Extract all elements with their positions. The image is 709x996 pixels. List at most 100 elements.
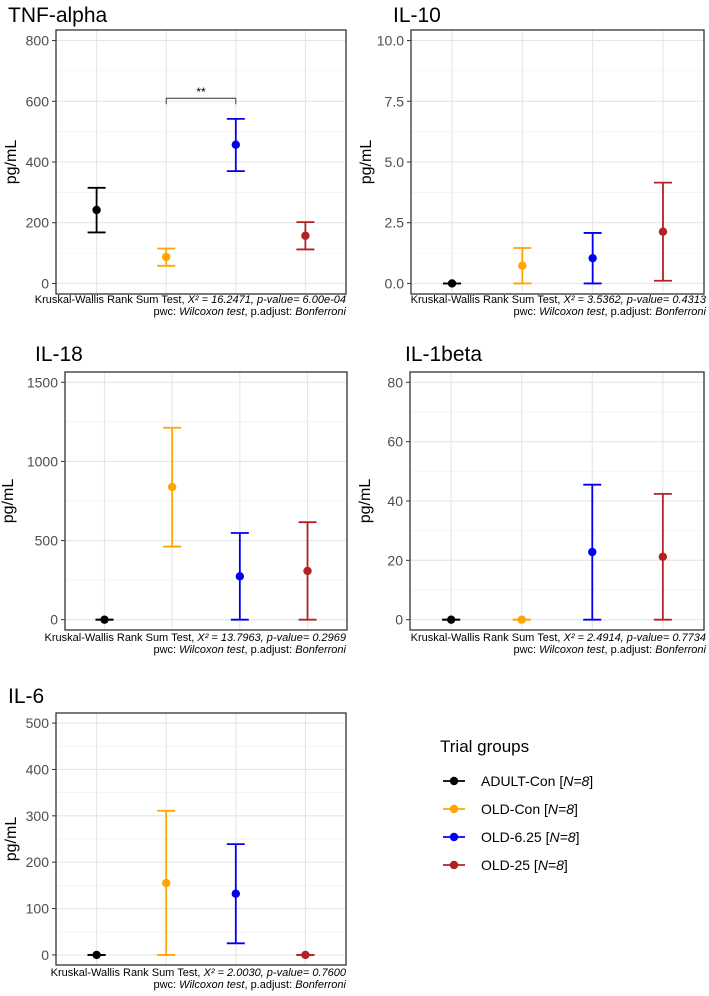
y-tick-label: 60 [387, 434, 403, 450]
panel-title: TNF-alpha [8, 4, 108, 27]
caption-statistic: X² = 16.2471, p-value= 6.00e-04 [187, 294, 346, 306]
caption-line-1: Kruskal-Wallis Rank Sum Test, X² = 13.79… [45, 632, 346, 644]
caption-adjust-prefix: , p.adjust: [604, 306, 655, 318]
mean-point [231, 140, 240, 149]
legend-bracket-close: ] [589, 773, 593, 789]
panel-title: IL-1beta [405, 343, 482, 366]
y-axis-label: pg/mL [3, 140, 20, 185]
mean-point [162, 252, 171, 262]
y-tick-label: 5.0 [385, 154, 405, 170]
caption-pwc-prefix: pwc: [153, 644, 179, 656]
legend-bracket-open: [ [540, 801, 548, 817]
legend-item-old-25: OLD-25 [N=8] [443, 857, 568, 873]
caption-statistic: X² = 13.7963, p-value= 0.2969 [196, 632, 346, 644]
mean-point [658, 227, 668, 236]
y-tick-label: 40 [387, 493, 403, 509]
mean-point [235, 572, 245, 581]
caption-pwc-test: Wilcoxon test [179, 644, 245, 656]
panel-frame [55, 712, 347, 966]
y-tick-label: 0 [41, 947, 49, 963]
mean-point [446, 615, 456, 624]
caption-line-2: pwc: Wilcoxon test, p.adjust: Bonferroni [513, 644, 706, 656]
legend-bracket-open: [ [530, 857, 538, 873]
y-tick-label: 0 [395, 612, 403, 628]
caption-test-name: Kruskal-Wallis Rank Sum Test, [411, 294, 564, 306]
panel-title: IL-10 [393, 4, 441, 27]
errorbar-old-25 [653, 492, 672, 621]
caption-pwc-prefix: pwc: [153, 979, 179, 991]
y-tick-label: 500 [26, 715, 50, 731]
caption-pwc-prefix: pwc: [513, 644, 539, 656]
caption-pwc-test: Wilcoxon test [539, 306, 605, 318]
caption-line-1: Kruskal-Wallis Rank Sum Test, X² = 16.24… [35, 294, 346, 306]
legend-group-name: OLD-25 [481, 857, 530, 873]
y-tick-label: 1500 [27, 374, 58, 390]
y-axis-label: pg/mL [3, 817, 20, 862]
legend-group-name: OLD-Con [481, 801, 540, 817]
caption-pwc-test: Wilcoxon test [179, 979, 245, 991]
caption-pwc-test: Wilcoxon test [539, 644, 605, 656]
mean-point [303, 566, 312, 576]
y-tick-label: 500 [35, 533, 59, 549]
legend-item-old-6.25: OLD-6.25 [N=8] [443, 829, 579, 845]
legend-point [449, 776, 459, 786]
legend-title: Trial groups [440, 737, 529, 756]
errorbar-old-con [513, 247, 532, 285]
legend-bracket-open: [ [542, 829, 550, 845]
panel-frame [64, 371, 348, 631]
significance-bracket: ** [165, 85, 237, 105]
caption-adjust-method: Bonferroni [295, 644, 346, 656]
panel-il-1beta: IL-1beta 0 20 40 60 80 pg/mL Kruskal-Wallis Ran… [357, 343, 707, 656]
errorbar-old-con [512, 615, 531, 624]
legend-n: N=8 [549, 829, 575, 845]
errorbar-old-6.25 [226, 843, 245, 945]
mean-point [518, 261, 527, 270]
mean-point [231, 889, 240, 898]
mean-point [301, 950, 310, 960]
y-tick-label: 0 [50, 612, 58, 628]
caption-line-1: Kruskal-Wallis Rank Sum Test, X² = 2.491… [411, 632, 706, 644]
legend-group-name: OLD-6.25 [481, 829, 542, 845]
mean-point [588, 253, 597, 263]
y-tick-label: 0.0 [385, 275, 405, 291]
significance-label: ** [196, 85, 206, 99]
y-tick-label: 0 [41, 275, 49, 291]
caption-test-name: Kruskal-Wallis Rank Sum Test, [51, 967, 204, 979]
legend-group-name: ADULT-Con [481, 773, 555, 789]
legend-point [449, 832, 459, 842]
caption-statistic: X² = 2.4914, p-value= 0.7734 [563, 632, 707, 644]
caption-line-2: pwc: Wilcoxon test, p.adjust: Bonferroni [153, 644, 346, 656]
y-tick-label: 600 [26, 93, 50, 109]
legend-n: N=8 [538, 857, 564, 873]
legend-n: N=8 [548, 801, 574, 817]
y-axis-label: pg/mL [357, 479, 374, 524]
y-tick-label: 800 [26, 33, 50, 49]
legend-point [449, 804, 459, 814]
bracket-line [165, 97, 237, 105]
y-tick-label: 80 [387, 374, 403, 390]
panel-title: IL-6 [8, 685, 44, 708]
errorbar-adult-con [442, 615, 461, 624]
errorbar-old-con [157, 809, 176, 956]
y-tick-label: 7.5 [385, 93, 405, 109]
errorbar-adult-con [87, 186, 106, 234]
caption-adjust-method: Bonferroni [295, 979, 346, 991]
y-tick-label: 2.5 [385, 215, 405, 231]
errorbar-adult-con [87, 950, 106, 960]
legend-label: OLD-25 [N=8] [481, 857, 568, 873]
y-tick-label: 400 [26, 154, 50, 170]
y-tick-label: 20 [387, 552, 403, 568]
errorbar-old-con [163, 426, 182, 548]
y-axis-label: pg/mL [0, 479, 17, 524]
errorbar-old-con [157, 247, 176, 267]
caption-adjust-prefix: , p.adjust: [244, 979, 295, 991]
mean-point [658, 552, 668, 561]
y-tick-label: 200 [26, 215, 50, 231]
caption-test-name: Kruskal-Wallis Rank Sum Test, [411, 632, 564, 644]
mean-point [588, 547, 597, 557]
errorbar-old-6.25 [583, 483, 602, 621]
y-tick-label: 100 [26, 901, 50, 917]
legend-label: ADULT-Con [N=8] [481, 773, 593, 789]
panel-il-6: IL-6 0 100 200 300 400 500 pg/mL Kruskal-Wallis … [3, 685, 347, 991]
mean-point [162, 878, 171, 888]
